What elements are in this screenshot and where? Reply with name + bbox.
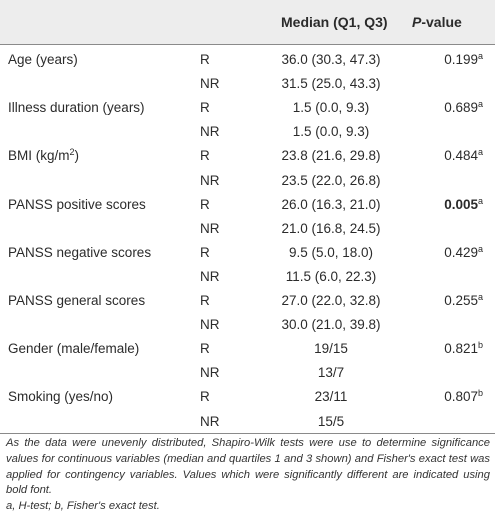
table-row: PANSS general scores R 27.0 (22.0, 32.8) 0.… — [0, 289, 495, 313]
median-cell: 23.8 (21.6, 29.8) — [281, 148, 381, 164]
table-footnote: As the data were unevenly distributed, S… — [6, 436, 490, 515]
row-label: BMI (kg/m2) — [8, 147, 80, 164]
row-label: PANSS general scores — [8, 293, 146, 308]
p-header-rest: -value — [421, 14, 462, 30]
header-rule — [0, 44, 495, 45]
p-value-cell: 0.199a — [444, 51, 483, 68]
group-cell: R — [200, 293, 210, 308]
table-row: Illness duration (years) R 1.5 (0.0, 9.3) 0… — [0, 96, 495, 120]
table-row: NR 31.5 (25.0, 43.3) — [0, 72, 495, 96]
median-cell: 19/15 — [314, 341, 348, 357]
median-cell: 36.0 (30.3, 47.3) — [281, 52, 381, 67]
table-row: NR 23.5 (22.0, 26.8) — [0, 169, 495, 193]
group-cell: NR — [200, 220, 220, 236]
p-value-cell: 0.484a — [444, 147, 483, 164]
row-label: PANSS negative scores — [8, 244, 152, 260]
median-cell: 23.5 (22.0, 26.8) — [281, 172, 381, 188]
group-cell: NR — [200, 413, 220, 429]
row-label: Smoking (yes/no) — [8, 389, 114, 405]
group-cell: R — [200, 341, 210, 357]
p-value-cell: 0.821b — [444, 340, 483, 357]
row-label: Illness duration (years) — [8, 100, 145, 116]
median-cell: 15/5 — [317, 413, 345, 429]
table-row: NR 1.5 (0.0, 9.3) — [0, 120, 495, 144]
p-value-cell: 0.005a — [444, 195, 483, 212]
group-cell: NR — [200, 365, 220, 381]
table-row: NR 30.0 (21.0, 39.8) — [0, 313, 495, 337]
median-cell: 1.5 (0.0, 9.3) — [292, 124, 370, 140]
table-row: Smoking (yes/no) R 23/11 0.807b — [0, 385, 495, 409]
group-cell: R — [200, 148, 210, 164]
group-cell: NR — [200, 172, 220, 188]
table-row: BMI (kg/m2) R 23.8 (21.6, 29.8) 0.484a — [0, 144, 495, 168]
median-cell: 13/7 — [317, 365, 345, 381]
p-value-cell: 0.429a — [444, 243, 483, 260]
median-cell: 30.0 (21.0, 39.8) — [281, 317, 381, 333]
results-table: Median (Q1, Q3) P-value Age (years) R 36.0… — [0, 0, 495, 434]
median-cell: 1.5 (0.0, 9.3) — [292, 100, 370, 116]
median-cell: 21.0 (16.8, 24.5) — [281, 220, 381, 236]
table-row: NR 13/7 — [0, 361, 495, 385]
bottom-rule — [0, 433, 495, 434]
table-row: PANSS negative scores R 9.5 (5.0, 18.0) 0.4… — [0, 241, 495, 265]
p-value-column-header: P-value — [412, 14, 462, 30]
row-label: PANSS positive scores — [8, 196, 146, 212]
p-header-italic: P — [412, 14, 422, 30]
row-label: Gender (male/female) — [8, 341, 140, 357]
table-row: NR 15/5 — [0, 410, 495, 434]
p-value-cell: 0.807b — [444, 388, 483, 405]
table-row: Gender (male/female) R 19/15 0.821b — [0, 337, 495, 361]
group-cell: R — [200, 196, 210, 212]
median-cell: 26.0 (16.3, 21.0) — [281, 196, 381, 212]
footnote-note: As the data were unevenly distributed, S… — [6, 437, 490, 497]
median-cell: 9.5 (5.0, 18.0) — [288, 244, 374, 260]
median-cell: 27.0 (22.0, 32.8) — [281, 293, 381, 308]
median-cell: 23/11 — [314, 389, 348, 405]
group-cell: NR — [200, 268, 220, 284]
group-cell: NR — [200, 124, 220, 140]
group-cell: NR — [200, 317, 220, 333]
median-column-header: Median (Q1, Q3) — [281, 14, 388, 30]
table-row: Age (years) R 36.0 (30.3, 47.3) 0.199a — [0, 48, 495, 72]
group-cell: R — [200, 244, 210, 260]
table-row: NR 21.0 (16.8, 24.5) — [0, 217, 495, 241]
table-row: NR 11.5 (6.0, 22.3) — [0, 265, 495, 289]
median-cell: 31.5 (25.0, 43.3) — [281, 76, 381, 92]
p-value-cell: 0.255a — [444, 292, 483, 309]
footnote-legend: a, H-test; b, Fisher's exact test. — [6, 500, 160, 513]
group-cell: R — [200, 389, 210, 405]
group-cell: NR — [200, 76, 220, 92]
table-header: Median (Q1, Q3) P-value — [0, 0, 495, 44]
group-cell: R — [200, 52, 210, 67]
median-cell: 11.5 (6.0, 22.3) — [285, 268, 377, 284]
row-label: Age (years) — [8, 52, 78, 67]
p-value-cell: 0.689a — [444, 99, 483, 116]
table-row: PANSS positive scores R 26.0 (16.3, 21.0) 0… — [0, 193, 495, 217]
group-cell: R — [200, 100, 210, 116]
